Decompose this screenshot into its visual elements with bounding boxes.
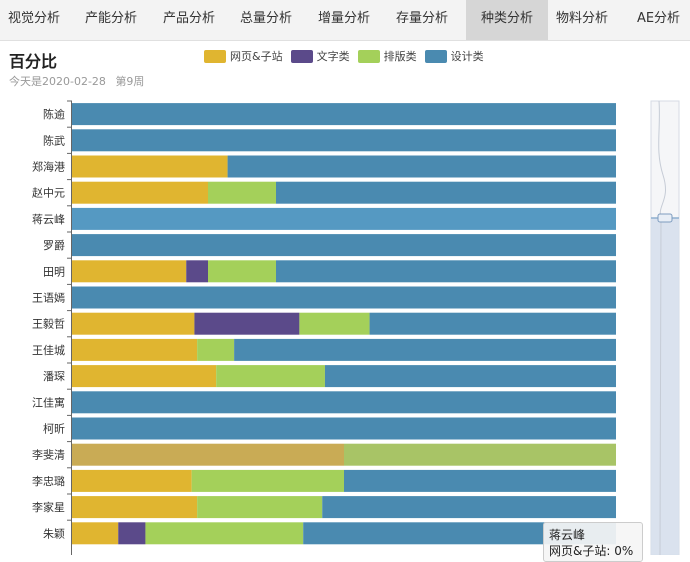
- legend-swatch: [290, 49, 313, 63]
- legend-swatch: [357, 49, 380, 63]
- bar-segment-3: [72, 286, 616, 309]
- zoom-slider-shadow-line: [658, 100, 666, 555]
- y-tick-label: 赵中元: [32, 186, 65, 200]
- y-tick-label: 陈武: [43, 133, 65, 147]
- zoom-slider-handle: [657, 213, 673, 223]
- bar-segment-2: [299, 312, 370, 335]
- bar-segment-3: [234, 338, 616, 361]
- bar-segment-1: [186, 260, 208, 283]
- bar-segment-3: [276, 181, 616, 204]
- bar-segment-3: [324, 365, 616, 388]
- bar-segment-2: [208, 181, 276, 204]
- legend-item-0[interactable]: 网页&子站: [204, 48, 283, 64]
- bar-segment-0: [72, 469, 192, 492]
- y-tick-label: 王语嫣: [32, 291, 65, 305]
- tab-bar: 视觉分析 产能分析 产品分析 总量分析 增量分析 存量分析 种类分析 物料分析 AE分析: [0, 0, 690, 41]
- date-text: 今天是2020-02-28: [9, 75, 106, 88]
- legend-swatch: [424, 49, 447, 63]
- bar-segment-2: [145, 522, 304, 545]
- tab-5[interactable]: 存量分析: [395, 11, 448, 26]
- tab-4[interactable]: 增量分析: [317, 11, 370, 26]
- y-tick-label: 王毅哲: [32, 317, 65, 331]
- bar-segment-0: [72, 365, 217, 388]
- bar-segment-3: [72, 391, 616, 414]
- bar-segment-2: [197, 496, 323, 519]
- bar-segment-3: [369, 312, 616, 335]
- tooltip-title: 蒋云峰: [549, 528, 586, 542]
- bar-segment-2: [191, 469, 344, 492]
- tab-6[interactable]: 种类分析: [466, 0, 548, 40]
- bar-segment-3: [276, 260, 616, 283]
- bar-segment-3: [303, 522, 616, 545]
- week-text: 第9周: [115, 75, 145, 88]
- tab-7[interactable]: 物料分析: [555, 11, 608, 26]
- legend-swatch: [204, 49, 226, 63]
- tab-1[interactable]: 产能分析: [84, 11, 137, 26]
- bar-segment-3: [322, 496, 616, 519]
- y-tick-label: 江佳寓: [32, 395, 65, 409]
- y-tick-label: 罗爵: [43, 238, 65, 252]
- bar-segment-1: [194, 312, 300, 335]
- page-title: 百分比: [9, 52, 58, 71]
- legend-label: 设计类: [450, 50, 484, 63]
- bar-segment-0: [72, 338, 198, 361]
- y-tick-label: 郑海港: [32, 160, 65, 174]
- y-tick-label: 陈逾: [43, 107, 65, 121]
- y-tick-label: 田明: [43, 265, 65, 278]
- bar-segment-3: [72, 103, 616, 126]
- tooltip-line: 网页&子站: 0%: [549, 544, 634, 558]
- bar-segment-3: [344, 469, 616, 492]
- tab-8[interactable]: AE分析: [636, 11, 681, 26]
- bar-segment-0: [72, 181, 208, 204]
- bar-segment-0: [72, 522, 119, 545]
- bar-segment-1: [118, 522, 146, 545]
- y-tick-label: 潘琛: [43, 370, 65, 383]
- bar-segment-2: [208, 260, 276, 283]
- bar-segment-2: [197, 338, 235, 361]
- legend-item-2[interactable]: 排版类: [357, 48, 417, 64]
- bar-segment-3: [227, 155, 617, 178]
- tab-3[interactable]: 总量分析: [239, 11, 292, 26]
- bar-segment-0: [72, 312, 195, 335]
- y-tick-label: 蒋云峰: [32, 213, 65, 226]
- bar-segment-3: [72, 417, 616, 440]
- legend-label: 网页&子站: [230, 50, 283, 63]
- y-tick-label: 李斐清: [32, 448, 65, 462]
- bar-segment-2: [344, 443, 616, 466]
- y-tick-label: 朱颖: [43, 527, 65, 540]
- y-tick-label: 王佳城: [32, 343, 65, 357]
- bar-segment-0: [72, 260, 187, 283]
- page-subtitle: 今天是2020-02-28 第9周: [9, 73, 150, 89]
- bar-segment-0: [72, 443, 344, 466]
- chart-tooltip: 蒋云峰 网页&子站: 0%: [543, 522, 643, 562]
- bar-segment-0: [72, 155, 228, 178]
- y-tick-label: 李家星: [32, 500, 65, 514]
- bar-segment-3: [72, 234, 616, 257]
- tab-2[interactable]: 产品分析: [162, 11, 215, 26]
- bar-segment-3: [72, 207, 616, 230]
- bar-segment-0: [72, 496, 198, 519]
- bar-segment-2: [216, 365, 325, 388]
- y-tick-label: 柯昕: [43, 423, 65, 436]
- chart-legend: 网页&子站 文字类 排版类 设计类: [204, 48, 492, 64]
- legend-label: 文字类: [316, 50, 350, 63]
- y-tick-label: 李忠璐: [32, 474, 65, 488]
- legend-item-1[interactable]: 文字类: [290, 48, 350, 64]
- legend-item-3[interactable]: 设计类: [424, 48, 484, 64]
- zoom-slider-window: [651, 218, 679, 555]
- tab-0[interactable]: 视觉分析: [7, 11, 60, 26]
- legend-label: 排版类: [383, 50, 417, 63]
- bar-segment-3: [72, 129, 616, 152]
